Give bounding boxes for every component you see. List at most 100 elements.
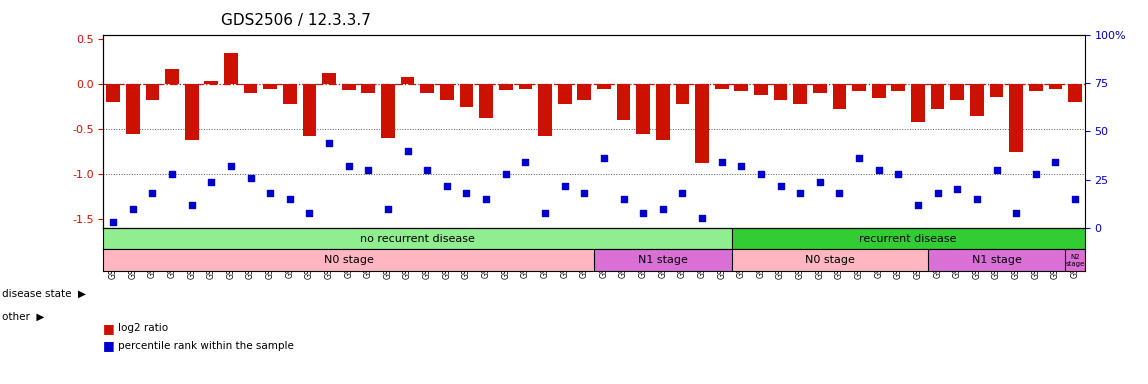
Point [752, 171, 770, 177]
Point [634, 210, 652, 216]
Text: no recurrent disease: no recurrent disease [360, 234, 475, 244]
Point [713, 159, 731, 166]
Point [1065, 196, 1084, 202]
Bar [754, 84, 768, 95]
Text: disease state  ▶: disease state ▶ [2, 289, 86, 299]
Point [301, 210, 319, 216]
Bar [912, 84, 925, 122]
Bar [103, 250, 595, 271]
Bar [558, 84, 572, 104]
Bar [165, 69, 179, 84]
Bar [381, 84, 395, 138]
Bar [519, 84, 533, 89]
Point [104, 219, 123, 225]
Point [241, 175, 259, 181]
Bar [303, 84, 317, 136]
Bar [459, 84, 473, 107]
Point [476, 196, 495, 202]
Bar [871, 84, 885, 98]
Bar [185, 84, 199, 140]
Bar [103, 228, 731, 250]
Bar [420, 84, 434, 93]
Point [929, 190, 947, 196]
Bar [479, 84, 492, 118]
Bar [597, 84, 611, 89]
Point [163, 171, 181, 177]
Bar [892, 84, 906, 91]
Point [732, 163, 751, 169]
Bar [1009, 84, 1023, 152]
Point [614, 196, 633, 202]
Point [437, 182, 456, 189]
Bar [440, 84, 453, 100]
Bar [675, 84, 689, 104]
Point [183, 202, 201, 208]
Bar [282, 84, 296, 104]
Text: GDS2506 / 12.3.3.7: GDS2506 / 12.3.3.7 [222, 13, 371, 28]
Bar [204, 81, 218, 84]
Bar [342, 84, 356, 90]
Bar [928, 250, 1065, 271]
Bar [146, 84, 160, 100]
Text: log2 ratio: log2 ratio [118, 323, 169, 333]
Bar [538, 84, 552, 136]
Bar [990, 84, 1003, 97]
Point [653, 206, 672, 212]
Bar [793, 84, 807, 104]
Point [948, 186, 967, 192]
Text: N2
stage: N2 stage [1065, 253, 1085, 266]
Bar [107, 84, 121, 102]
Text: percentile rank within the sample: percentile rank within the sample [118, 341, 294, 351]
Bar [1068, 84, 1081, 102]
Bar [731, 228, 1085, 250]
Point [595, 156, 613, 162]
Point [1026, 171, 1045, 177]
Point [1007, 210, 1025, 216]
Point [968, 196, 986, 202]
Point [280, 196, 298, 202]
Point [810, 179, 829, 185]
Bar [243, 84, 257, 93]
Point [771, 182, 790, 189]
Text: N1 stage: N1 stage [638, 255, 688, 265]
Point [850, 156, 868, 162]
Bar [499, 84, 513, 90]
Point [261, 190, 279, 196]
Bar [832, 84, 846, 109]
Bar [616, 84, 630, 120]
Point [575, 190, 594, 196]
Point [791, 190, 809, 196]
Bar [735, 84, 748, 91]
Bar [951, 84, 964, 100]
Point [830, 190, 848, 196]
Point [869, 167, 887, 173]
Bar [1048, 84, 1062, 89]
Bar [401, 77, 414, 84]
Point [517, 159, 535, 166]
Text: N0 stage: N0 stage [324, 255, 373, 265]
Bar [931, 84, 945, 109]
Point [693, 215, 712, 222]
Point [320, 140, 339, 146]
Bar [595, 250, 731, 271]
Point [457, 190, 475, 196]
Point [359, 167, 378, 173]
Bar [1029, 84, 1042, 91]
Text: ■: ■ [103, 339, 115, 352]
Bar [852, 84, 866, 91]
Point [418, 167, 436, 173]
Point [124, 206, 142, 212]
Text: recurrent disease: recurrent disease [860, 234, 957, 244]
Point [909, 202, 928, 208]
Bar [126, 84, 140, 134]
Bar [362, 84, 375, 93]
Point [556, 182, 574, 189]
Point [398, 147, 417, 154]
Point [987, 167, 1006, 173]
Point [222, 163, 240, 169]
Text: other  ▶: other ▶ [2, 312, 45, 322]
Point [536, 210, 554, 216]
Bar [715, 84, 729, 89]
Bar [1065, 250, 1085, 271]
Bar [323, 73, 336, 84]
